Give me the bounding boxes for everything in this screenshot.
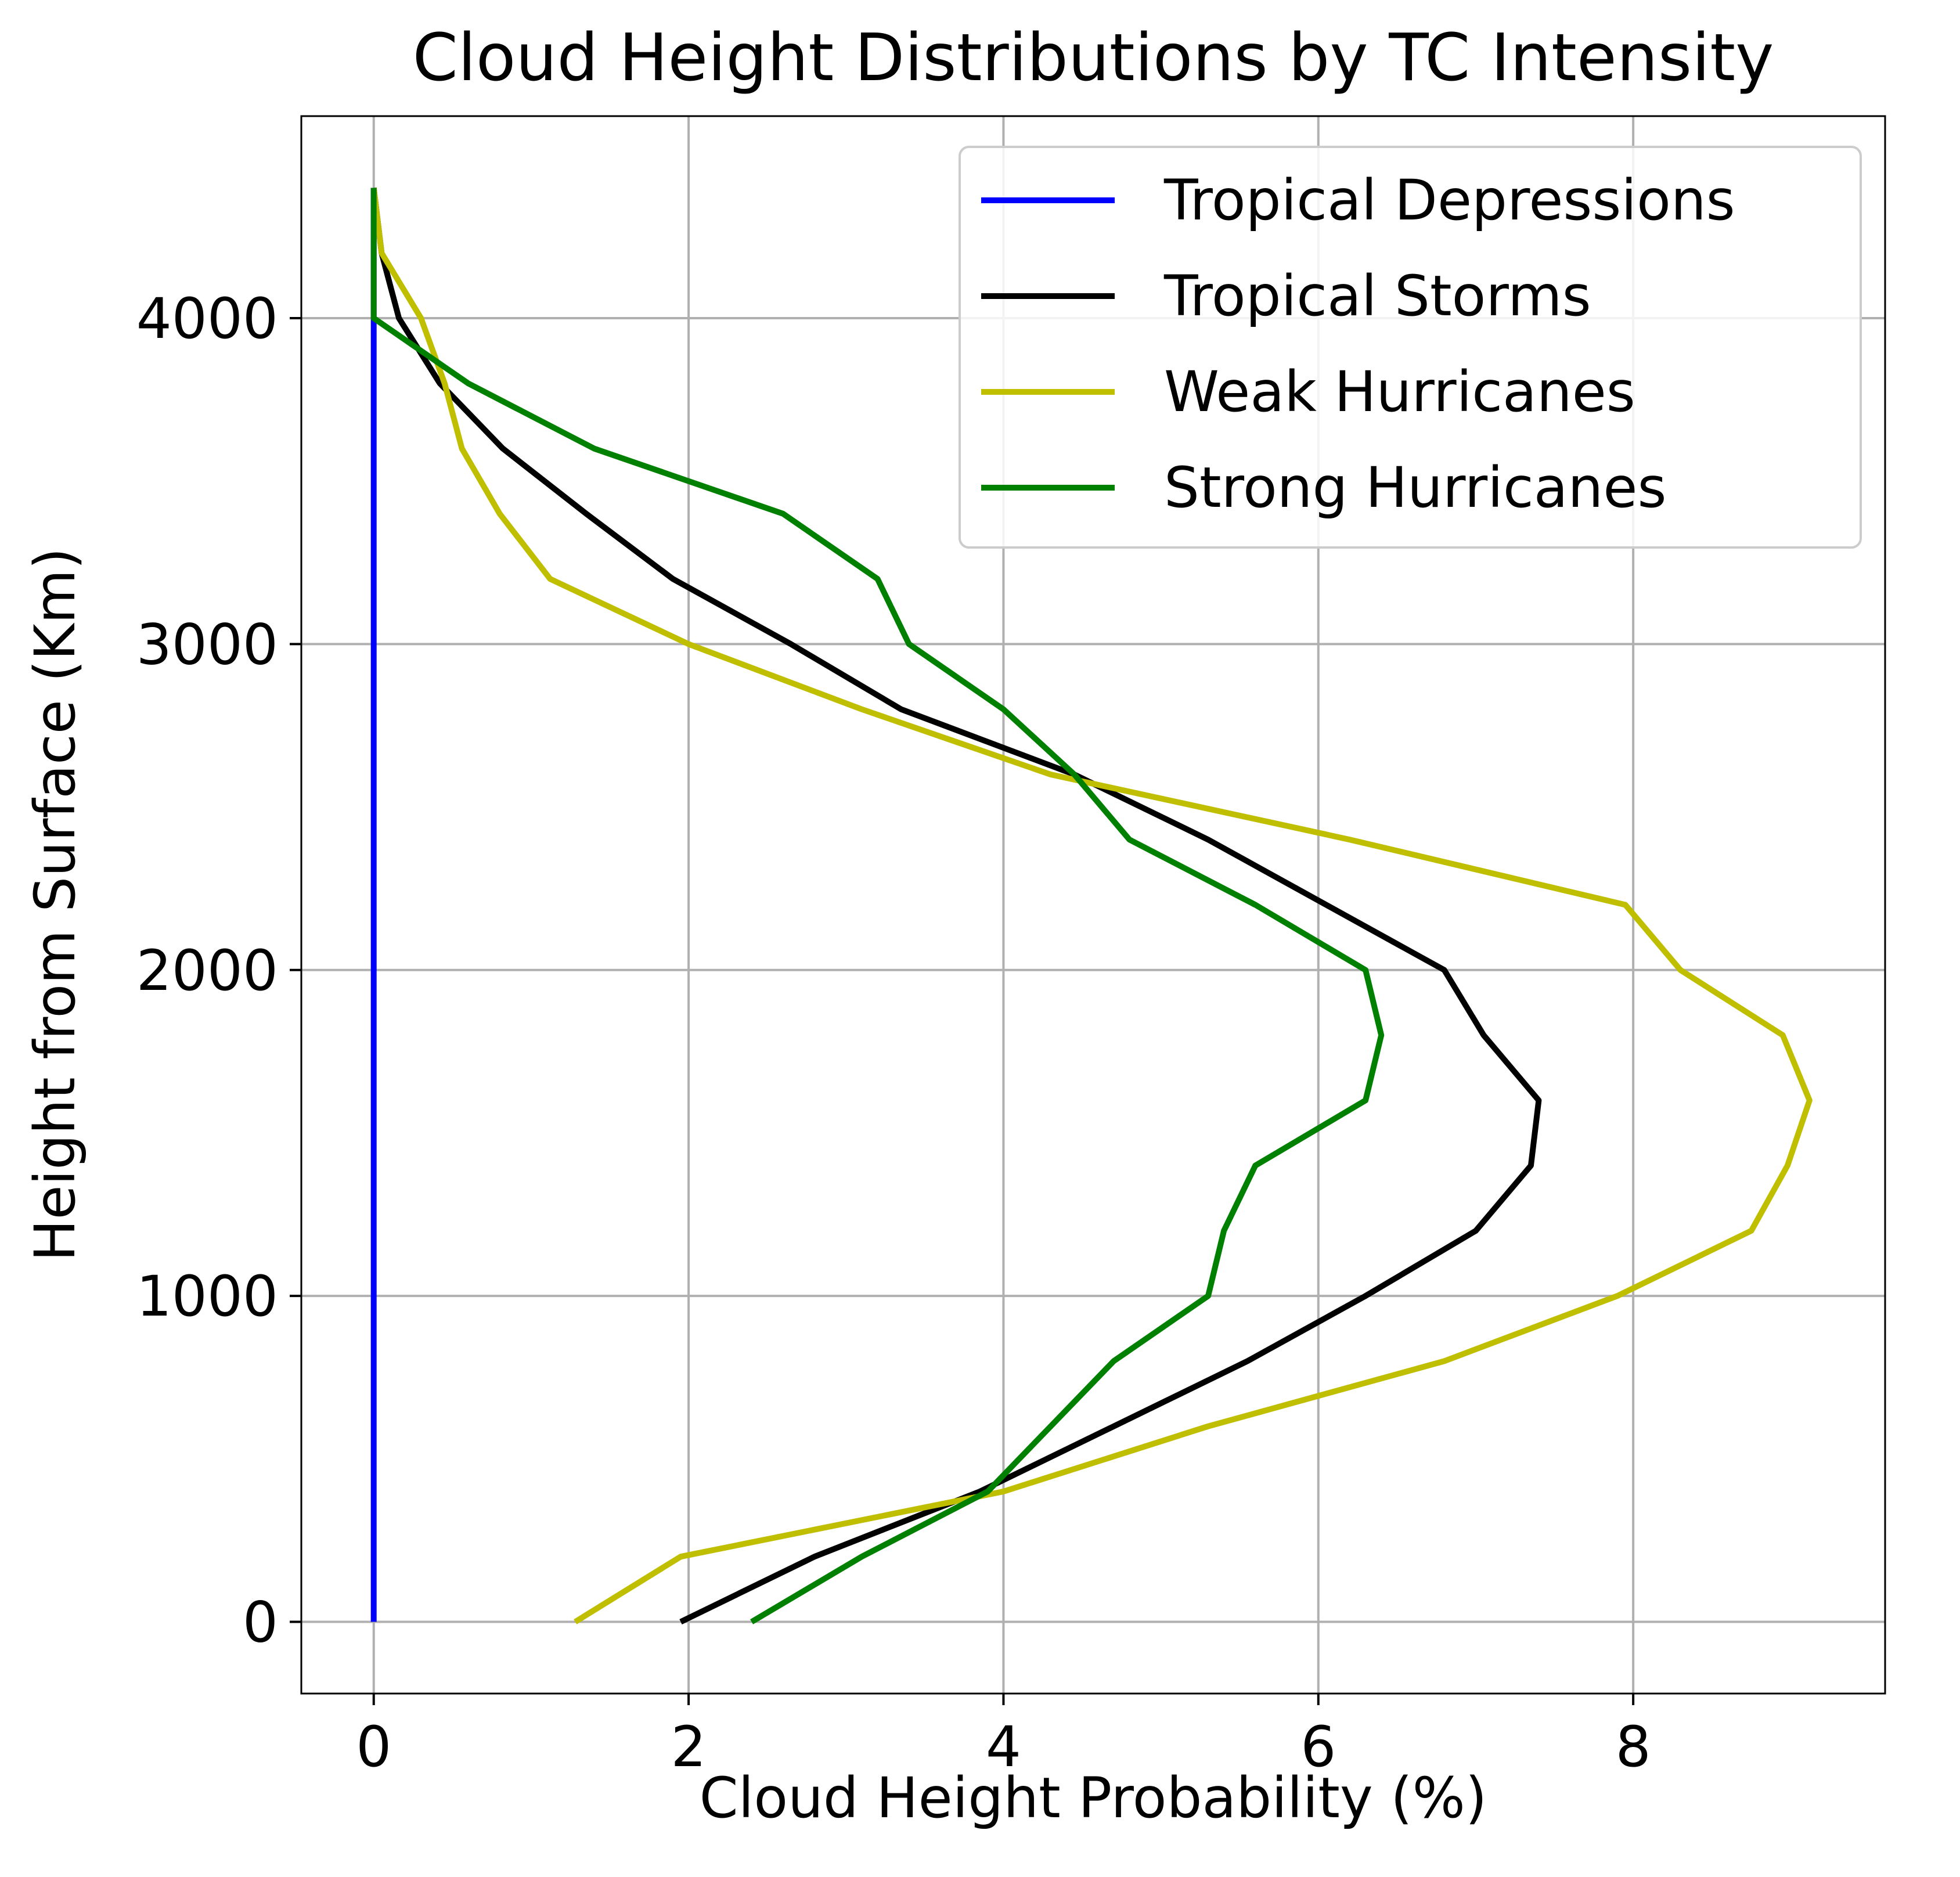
data-point-strong-hurricanes	[594, 448, 595, 449]
y-tick-label: 3000	[136, 612, 278, 677]
y-tick-label: 1000	[136, 1264, 278, 1329]
x-tick-label: 6	[1300, 1714, 1336, 1779]
legend-items: Tropical Depressions Tropical Storms Weak …	[981, 168, 1735, 520]
legend-label: Tropical Storms	[1163, 264, 1591, 329]
axis-ticks: 0 2 4 6 8 0 1000 2000 3000 4000	[136, 286, 1651, 1779]
data-point-tropical-depressions	[373, 1035, 374, 1036]
data-point-strong-hurricanes	[1255, 1165, 1256, 1166]
plot-frame	[300, 115, 1886, 1695]
legend-label: Tropical Depressions	[1163, 168, 1735, 233]
data-point-tropical-depressions	[373, 1165, 374, 1166]
data-point-strong-hurricanes	[468, 383, 469, 384]
legend: Tropical Depressions Tropical Storms Weak …	[959, 146, 1862, 549]
data-point-weak-hurricanes	[499, 513, 500, 514]
series-lines	[370, 187, 1813, 1624]
data-point-strong-hurricanes	[1365, 1100, 1366, 1101]
data-point-tropical-depressions	[373, 1100, 374, 1101]
legend-box	[959, 146, 1862, 549]
data-point-tropical-depressions	[373, 513, 374, 514]
data-point-strong-hurricanes	[1381, 1035, 1382, 1036]
data-point-tropical-depressions	[373, 383, 374, 384]
series-line-strong-hurricanes	[370, 188, 1385, 1624]
legend-label: Strong Hurricanes	[1164, 455, 1666, 520]
data-point-tropical-storms	[439, 383, 440, 384]
x-tick-label: 0	[356, 1714, 391, 1779]
data-point-tropical-depressions	[373, 448, 374, 449]
y-axis-label: Height from Surface (Km)	[23, 547, 88, 1261]
data-point-weak-hurricanes	[444, 383, 445, 384]
data-point-tropical-storms	[1530, 1165, 1531, 1166]
data-point-tropical-depressions	[373, 1230, 374, 1231]
x-tick-label: 8	[1616, 1714, 1651, 1779]
x-tick-label: 4	[986, 1714, 1021, 1779]
y-tick-label: 4000	[136, 286, 278, 351]
data-point-strong-hurricanes	[373, 318, 374, 319]
series-line-tropical-storms	[370, 187, 1542, 1624]
data-point-weak-hurricanes	[1751, 1230, 1752, 1231]
data-point-weak-hurricanes	[1782, 1035, 1783, 1036]
x-tick-label: 2	[671, 1714, 707, 1779]
chart-title: Cloud Height Distributions by TC Intensi…	[413, 20, 1774, 96]
x-axis-label: Cloud Height Probability (%)	[700, 1766, 1487, 1831]
data-point-weak-hurricanes	[1787, 1165, 1788, 1166]
data-point-tropical-storms	[1475, 1230, 1476, 1231]
y-tick-label: 2000	[136, 938, 278, 1003]
series-line-weak-hurricanes	[370, 187, 1813, 1624]
legend-label: Weak Hurricanes	[1164, 359, 1635, 424]
y-tick-label: 0	[243, 1590, 278, 1655]
data-point-weak-hurricanes	[1809, 1100, 1810, 1101]
data-point-tropical-storms	[1483, 1035, 1484, 1036]
